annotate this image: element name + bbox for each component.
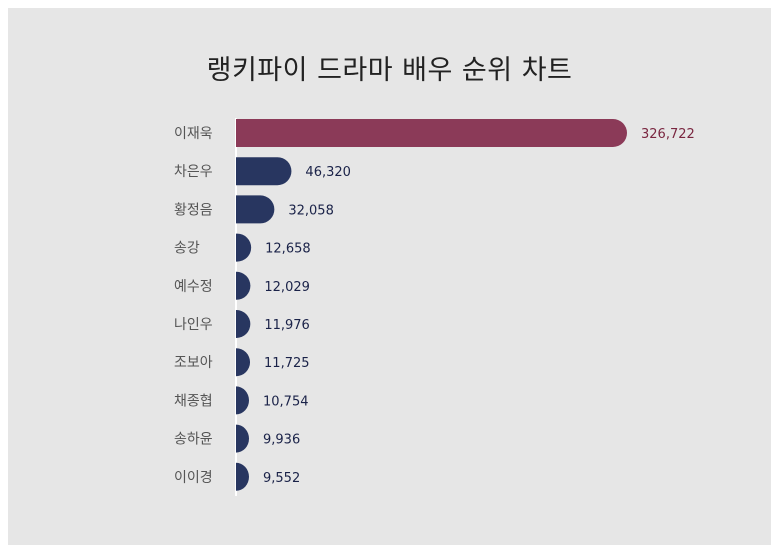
category-label: 예수정 xyxy=(174,279,213,295)
category-label: 이이경 xyxy=(174,470,213,486)
category-label: 송강 xyxy=(174,241,200,257)
value-label: 46,320 xyxy=(305,165,351,180)
bar-송강 xyxy=(236,233,252,262)
category-label: 차은우 xyxy=(174,164,213,180)
value-label: 11,725 xyxy=(264,356,310,371)
chart-panel xyxy=(8,8,771,545)
value-label: 326,722 xyxy=(641,127,695,142)
bar-나인우 xyxy=(236,310,251,339)
bar-송하윤 xyxy=(236,424,249,453)
bar-황정음 xyxy=(236,195,275,224)
value-label: 11,976 xyxy=(264,318,310,333)
value-label: 32,058 xyxy=(288,203,334,218)
value-label: 9,936 xyxy=(263,433,300,448)
bar-차은우 xyxy=(236,157,292,186)
bar-이이경 xyxy=(236,462,249,491)
chart-title: 랭키파이 드라마 배우 순위 차트 xyxy=(206,55,573,86)
value-label: 9,552 xyxy=(263,471,300,486)
category-label: 황정음 xyxy=(174,202,213,218)
bar-예수정 xyxy=(236,271,251,300)
value-label: 10,754 xyxy=(263,394,309,409)
value-label: 12,658 xyxy=(265,242,311,257)
category-label: 나인우 xyxy=(174,317,213,333)
category-label: 조보아 xyxy=(174,355,213,371)
category-label: 이재욱 xyxy=(174,126,213,142)
category-label: 송하윤 xyxy=(174,432,213,448)
bar-채종협 xyxy=(236,386,249,415)
bar-이재욱 xyxy=(236,119,627,147)
bar-조보아 xyxy=(236,348,251,377)
bars-group: 이재욱 326,722 차은우 46,320 황정음 32,058 송강 12,658 예수정 1… xyxy=(174,119,695,491)
value-label: 12,029 xyxy=(264,280,310,295)
category-label: 채종협 xyxy=(174,393,213,409)
